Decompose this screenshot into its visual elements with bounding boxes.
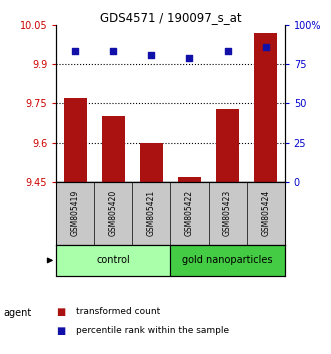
Point [111,48,116,54]
Bar [170,245,285,276]
Text: GSM805424: GSM805424 [261,190,270,236]
Text: agent: agent [3,308,31,318]
Bar [254,33,277,182]
Point [149,52,154,57]
Bar [178,177,201,182]
Text: gold nanoparticles: gold nanoparticles [182,256,273,266]
Point [72,48,78,54]
Text: ■: ■ [56,326,66,336]
Point [225,48,230,54]
Bar [216,109,239,182]
Text: ■: ■ [56,307,66,316]
Text: GSM805421: GSM805421 [147,190,156,236]
Text: GSM805419: GSM805419 [71,190,80,236]
Bar [140,143,163,182]
Title: GDS4571 / 190097_s_at: GDS4571 / 190097_s_at [100,11,241,24]
Point [263,44,268,50]
Text: GSM805423: GSM805423 [223,190,232,236]
Text: transformed count: transformed count [76,307,161,316]
Bar [102,116,125,182]
Text: control: control [97,256,130,266]
Text: GSM805420: GSM805420 [109,190,118,236]
Bar [56,245,170,276]
Point [187,55,192,61]
Text: percentile rank within the sample: percentile rank within the sample [76,326,229,336]
Text: GSM805422: GSM805422 [185,190,194,236]
Bar [64,98,87,182]
